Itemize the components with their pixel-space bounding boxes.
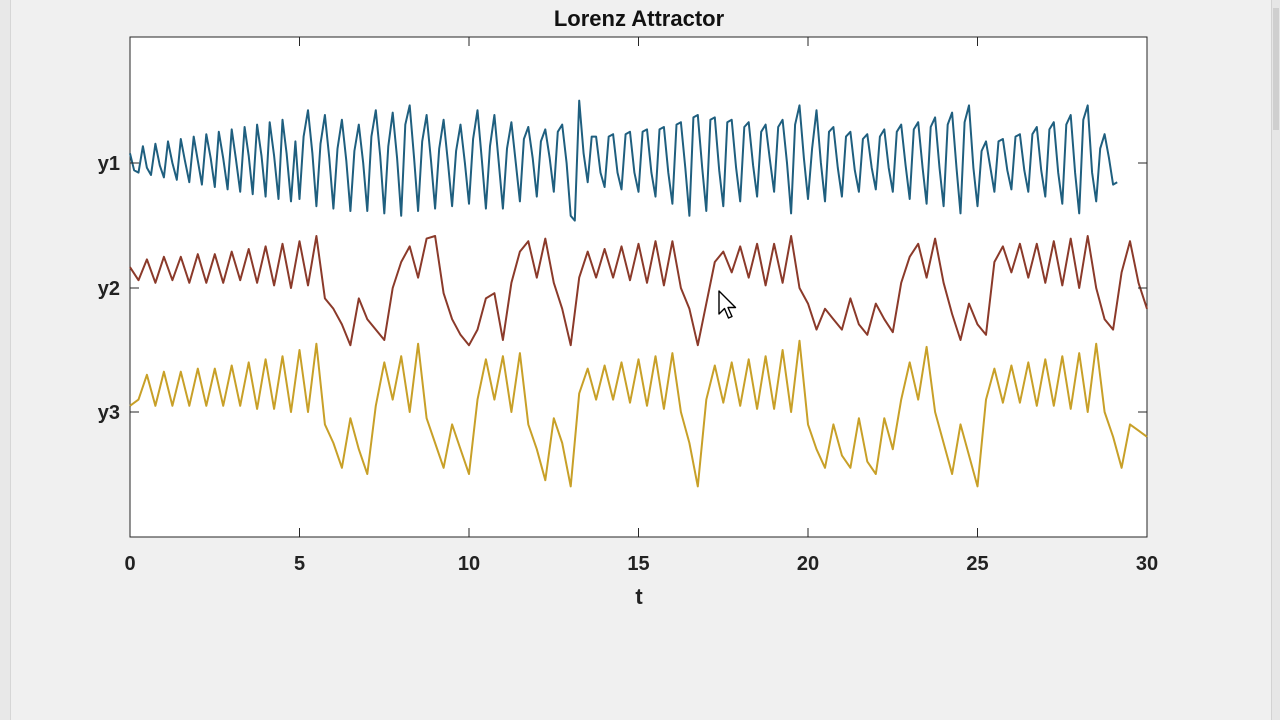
x-tick-label-30: 30 bbox=[1136, 553, 1158, 575]
x-tick-label-10: 10 bbox=[458, 553, 480, 575]
x-tick-label-25: 25 bbox=[966, 553, 988, 575]
x-tick-label-20: 20 bbox=[797, 553, 819, 575]
window-scrollbar[interactable] bbox=[1271, 0, 1280, 720]
y-tick-label-y3: y3 bbox=[98, 402, 120, 424]
x-ticks: 0 5 10 15 20 25 30 bbox=[124, 37, 1158, 575]
series-layer bbox=[129, 99, 1148, 488]
series-line-y3 bbox=[129, 339, 1148, 488]
y-tick-label-y2: y2 bbox=[98, 278, 120, 300]
y-tick-label-y1: y1 bbox=[98, 153, 120, 175]
plot-area bbox=[129, 36, 1148, 538]
x-axis-label: t bbox=[635, 584, 643, 609]
mouse-cursor-icon bbox=[718, 290, 737, 319]
chart-title: Lorenz Attractor bbox=[554, 6, 725, 31]
series-line-y2 bbox=[129, 235, 1148, 347]
series-line-y1 bbox=[129, 99, 1118, 222]
x-tick-label-0: 0 bbox=[124, 553, 135, 575]
window-left-border bbox=[0, 0, 11, 720]
scrollbar-thumb[interactable] bbox=[1273, 8, 1279, 130]
x-tick-label-15: 15 bbox=[627, 553, 649, 575]
x-tick-label-5: 5 bbox=[294, 553, 305, 575]
y-ticks: y1 y2 y3 bbox=[98, 153, 1147, 424]
